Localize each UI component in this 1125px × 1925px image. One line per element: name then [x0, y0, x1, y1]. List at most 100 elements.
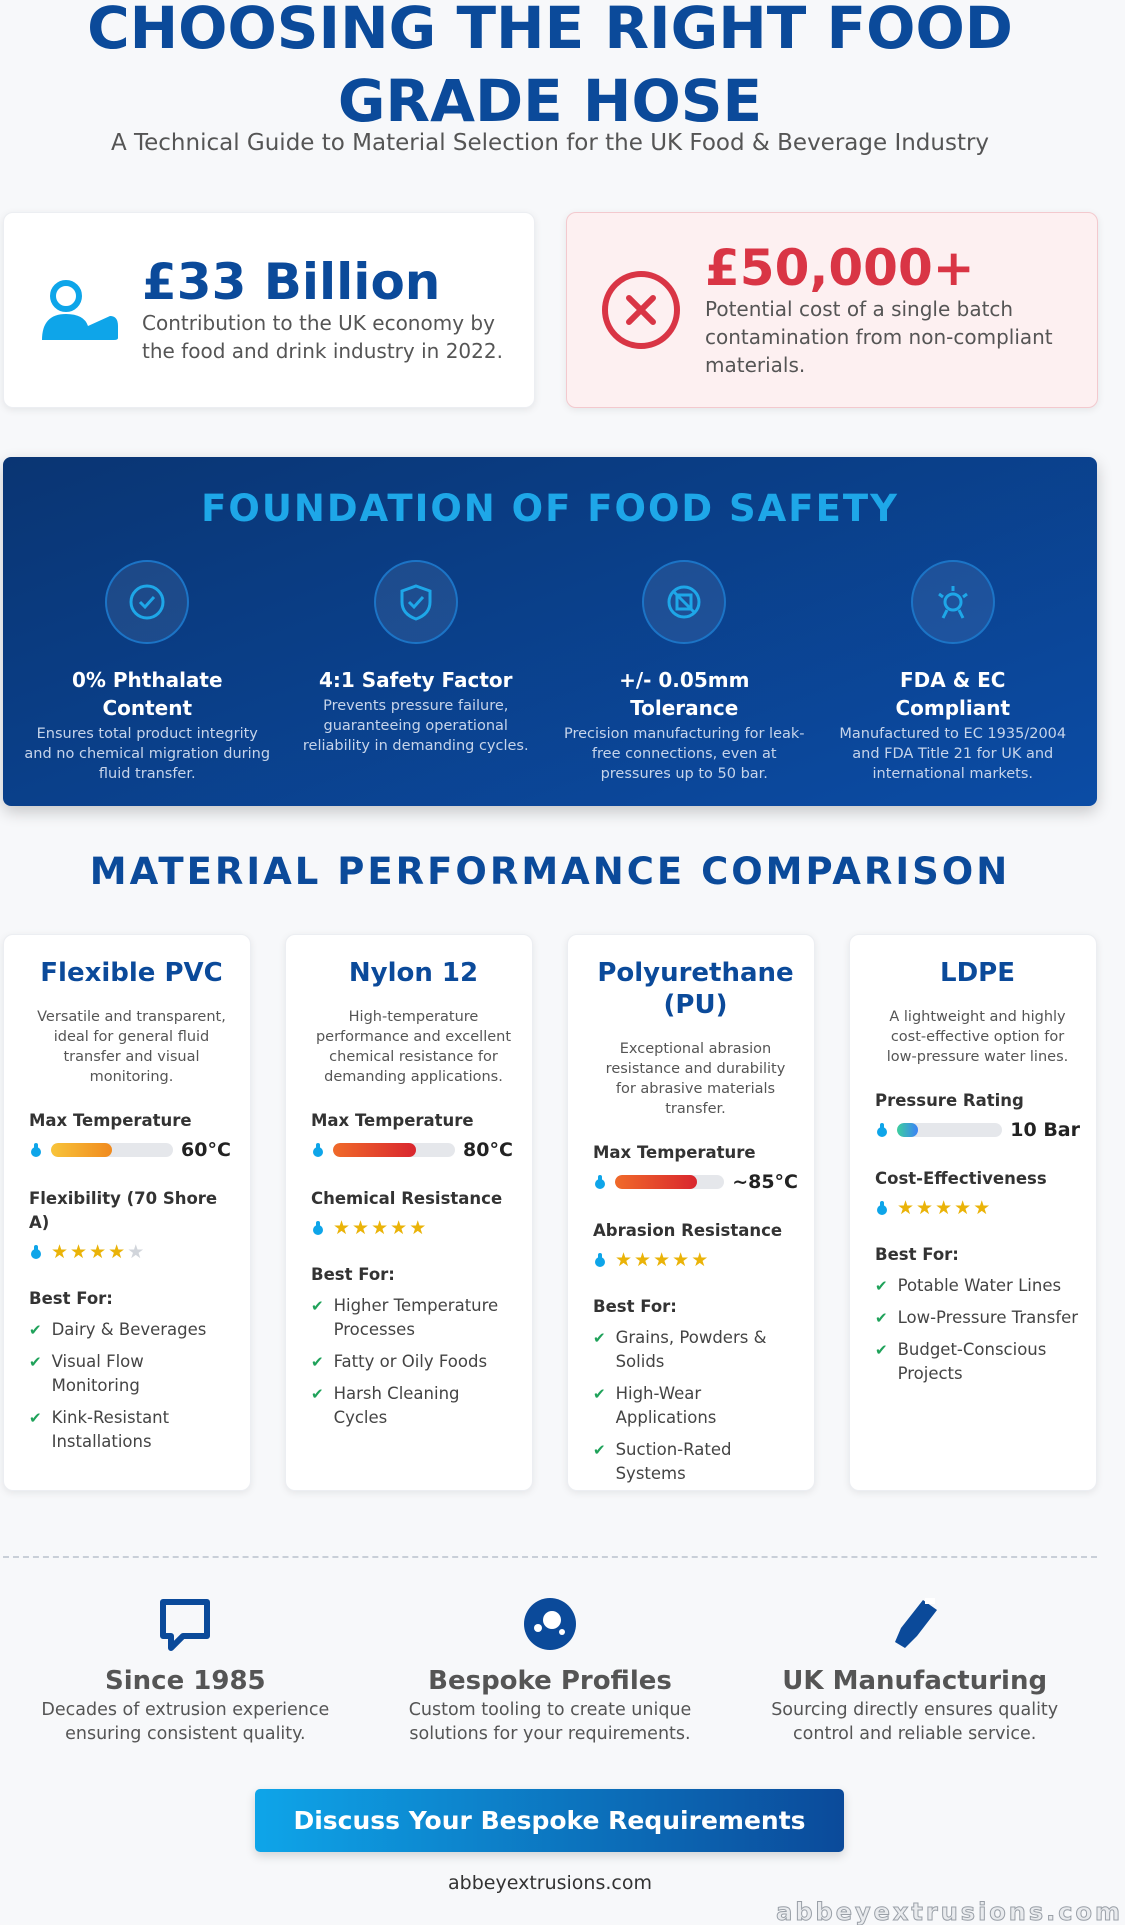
best-for-item: ✔ Budget-Conscious Projects [875, 1338, 1080, 1386]
metric-label: Cost-Effectiveness [875, 1169, 1047, 1188]
foundation-item: +/- 0.05mm Tolerance Precision manufactur… [550, 560, 819, 784]
star: ★ [615, 1249, 635, 1271]
metric-row: 80°C [311, 1139, 516, 1161]
subtitle: A Technical Guide to Material Selection … [110, 130, 990, 156]
icon [933, 582, 973, 622]
icon [522, 1596, 578, 1652]
star: ★ [390, 1217, 410, 1239]
icon-shape [877, 1123, 887, 1137]
best-for-text: Budget-Conscious Projects [897, 1340, 1047, 1383]
foundation-item-title: +/- 0.05mm Tolerance [619, 668, 750, 720]
best-for-text: High-Wear Applications [615, 1384, 717, 1427]
cta-button[interactable]: Discuss Your Bespoke Requirements [255, 1789, 844, 1852]
foundation-items: 0% Phthalate Content Ensures total produc… [13, 560, 1087, 784]
icon [887, 1596, 943, 1652]
star: ★ [51, 1241, 71, 1263]
feature: Bespoke Profiles Custom tooling to create… [368, 1596, 733, 1746]
best-for-label: Best For: [875, 1245, 959, 1264]
icon [311, 1220, 325, 1236]
icon-shape [34, 1143, 38, 1152]
icon-shape [313, 1221, 323, 1235]
stat-value: £33 Billion [142, 253, 441, 311]
icon-shape [602, 271, 680, 349]
icon [29, 1142, 43, 1158]
best-for-item: ✔ Grains, Powders & Solids [593, 1326, 798, 1374]
icon-shape [129, 584, 165, 620]
gauge-fill [897, 1123, 919, 1137]
icon [311, 1142, 325, 1158]
stat-description: Potential cost of a single batch contami… [705, 297, 1053, 377]
icon-shape [543, 1611, 561, 1629]
icon [664, 582, 704, 622]
best-for-item: ✔ High-Wear Applications [593, 1382, 798, 1430]
star-rating: ★★★★★ [51, 1241, 146, 1263]
best-for-item: ✔ Higher Temperature Processes [311, 1294, 516, 1342]
icon-shape [880, 1123, 884, 1132]
material-name: Polyurethane (PU) [597, 958, 794, 1020]
star: ★ [672, 1249, 692, 1271]
best-for-text: Low-Pressure Transfer [897, 1308, 1079, 1327]
icon-shape [407, 595, 424, 610]
best-for-item: ✔ Kink-Resistant Installations [29, 1406, 234, 1454]
check-icon: ✔ [593, 1441, 606, 1459]
icon-shape [667, 585, 701, 619]
feature-text: Custom tooling to create unique solution… [408, 1700, 692, 1744]
best-for-text: Potable Water Lines [897, 1276, 1062, 1295]
best-for-item: ✔ Harsh Cleaning Cycles [311, 1382, 516, 1430]
metric-label: Max Temperature [311, 1111, 474, 1130]
star: ★ [916, 1197, 936, 1219]
stat-text: £50,000+ Potential cost of a single batch… [705, 241, 1097, 379]
material-name: Nylon 12 [348, 958, 479, 988]
star: ★ [409, 1217, 429, 1239]
best-for-text: Kink-Resistant Installations [51, 1408, 170, 1451]
feature: Since 1985 Decades of extrusion experienc… [3, 1596, 368, 1746]
icon [127, 582, 167, 622]
material-description: High-temperature performance and excelle… [315, 1009, 512, 1085]
feature-title: UK Manufacturing [782, 1666, 1048, 1696]
star: ★ [691, 1249, 711, 1271]
divider [3, 1556, 1097, 1558]
material-card: Nylon 12 High-temperature performance and… [285, 934, 533, 1491]
icon-shape [400, 584, 432, 621]
star: ★ [371, 1217, 391, 1239]
icon-shape [937, 586, 968, 619]
metric-row: 10 Bar [875, 1119, 1080, 1141]
icon-shape [598, 1253, 602, 1262]
icon [396, 582, 436, 622]
icon-shape [316, 1221, 320, 1230]
metric-label: Abrasion Resistance [593, 1221, 783, 1240]
icon-shape [667, 585, 701, 619]
icon-shape [34, 1245, 38, 1254]
icon [38, 278, 118, 342]
star: ★ [108, 1241, 128, 1263]
stat-card: £33 Billion Contribution to the UK econom… [3, 212, 535, 408]
foundation-item-text: Ensures total product integrity and no c… [24, 726, 271, 782]
best-for-item: ✔ Fatty or Oily Foods [311, 1350, 516, 1374]
icon-shape [880, 1201, 884, 1210]
star: ★ [634, 1249, 654, 1271]
best-for-text: Suction-Rated Systems [615, 1440, 732, 1483]
icon-shape [924, 1598, 935, 1604]
gauge-track [333, 1143, 455, 1157]
icon-shape [943, 592, 963, 612]
url: abbeyextrusions.com [448, 1872, 652, 1894]
check-icon: ✔ [875, 1277, 888, 1295]
material-description: A lightweight and highly cost-effective … [886, 1009, 1069, 1065]
star: ★ [954, 1197, 974, 1219]
check-icon: ✔ [875, 1341, 888, 1359]
gauge-fill [615, 1175, 697, 1189]
icon-shape [595, 1175, 605, 1189]
foundation-item-text: Precision manufacturing for leak-free co… [563, 726, 805, 782]
icon-shape [598, 1175, 602, 1184]
feature-text: Sourcing directly ensures quality contro… [771, 1700, 1059, 1744]
feature: UK Manufacturing Sourcing directly ensure… [732, 1596, 1097, 1746]
check-icon: ✔ [311, 1297, 324, 1315]
features: Since 1985 Decades of extrusion experienc… [3, 1596, 1097, 1746]
material-card: LDPE A lightweight and highly cost-effect… [849, 934, 1097, 1491]
check-icon: ✔ [593, 1329, 606, 1347]
icon-shape [559, 1629, 565, 1635]
metric-label: Max Temperature [593, 1143, 756, 1162]
best-for-text: Higher Temperature Processes [333, 1296, 499, 1339]
icon-shape [50, 280, 82, 312]
